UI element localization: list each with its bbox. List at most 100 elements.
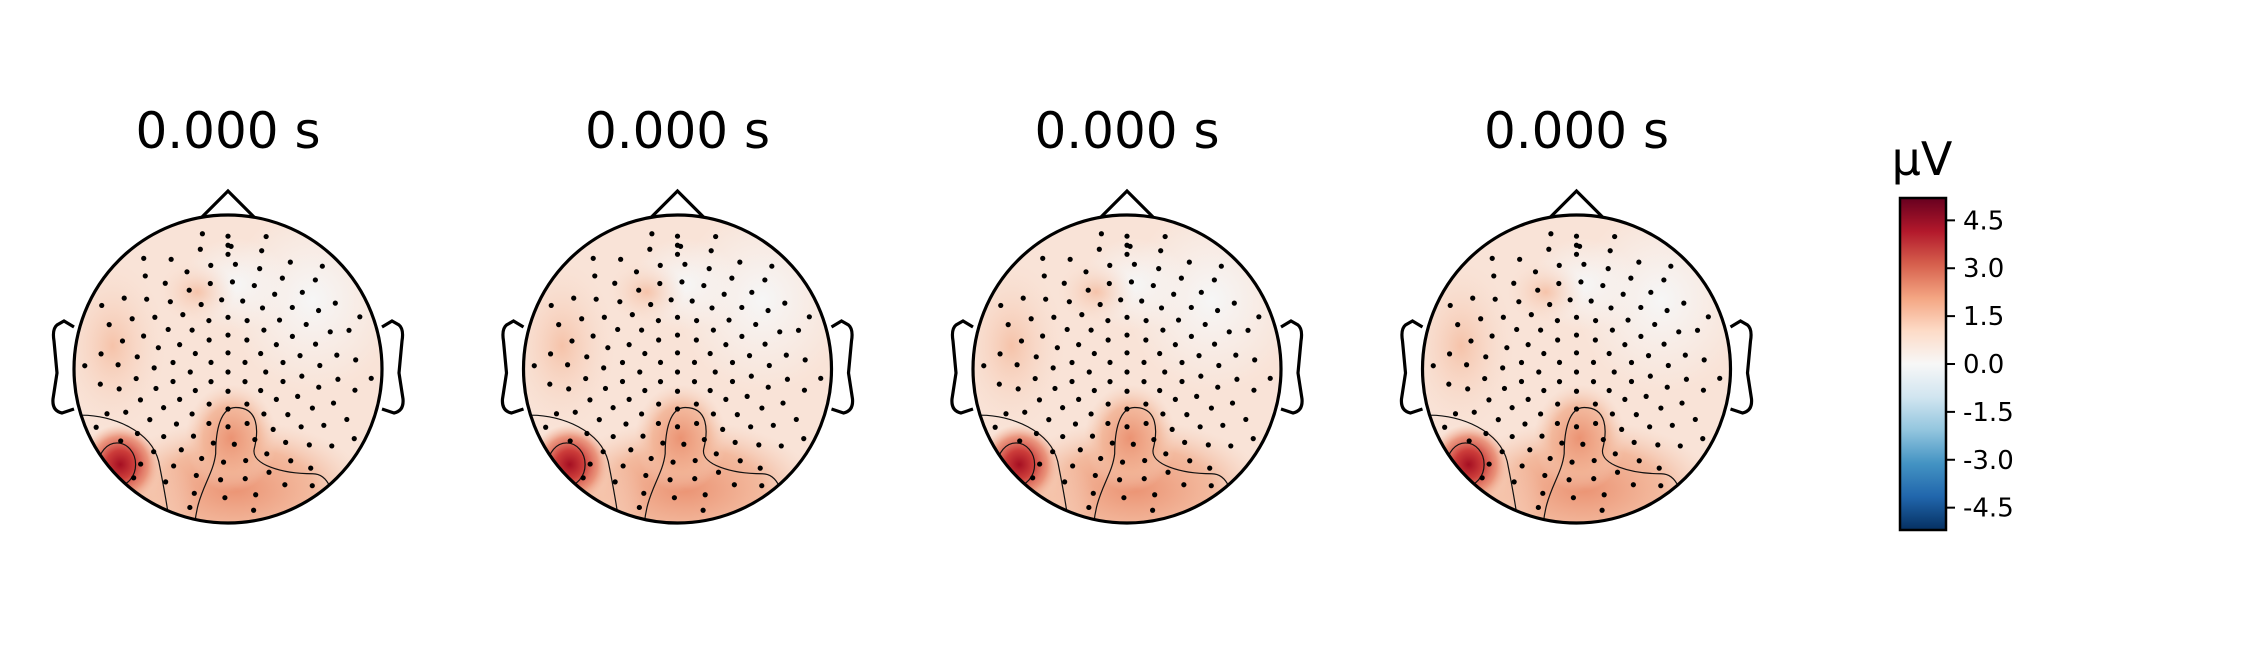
topomap-panel: 0.000 s [51,102,405,525]
sensor-dot [1573,242,1580,248]
sensor-dot [657,359,664,366]
sensor-dot [1050,365,1056,371]
sensor-dot [1124,350,1130,356]
right-ear [381,319,405,415]
sensor-dot [288,458,294,464]
sensor-dot [1656,465,1662,471]
sensor-dot [1638,333,1644,339]
sensor-dot [640,433,646,439]
sensor-dot [693,317,700,324]
sensor-dot [1430,363,1436,369]
sensor-dot [1669,422,1675,428]
sensor-dot [1554,317,1561,324]
colorbar: µV 4.5 3.0 1.5 0.0 -1.5 -3.0 -4.5 [1892,132,2014,532]
sensor-dot [1588,298,1594,304]
sensor-dot [206,420,212,427]
sensor-dot [732,439,738,445]
sensor-dot [1486,461,1492,467]
sensor-dot [981,363,987,369]
sensor-dot [739,304,745,311]
sensor-dot [1143,401,1149,407]
sensor-dot [564,362,571,368]
sensor-dot [208,262,214,268]
sensor-dot [1548,231,1554,237]
sensor-dot [327,329,333,335]
sensor-dot [584,354,590,360]
sensor-dot [647,246,653,252]
sensor-dot [782,300,788,306]
sensor-dot [1470,295,1476,301]
sensor-dot [610,405,616,411]
sensor-dot [1525,396,1531,402]
sensor-dot [623,421,629,427]
sensor-dot [806,314,812,320]
sensor-dot [674,242,681,248]
sensor-dot [357,314,363,320]
sensor-dot [1018,338,1025,344]
sensor-dot [192,350,198,357]
sensor-dot [299,373,305,379]
sensor-dot [765,384,771,390]
sensor-dot [1519,463,1525,469]
sensor-dot [308,465,314,471]
sensor-dot [626,342,632,348]
sensor-dot [140,333,147,339]
sensor-dot [1631,439,1637,445]
sensor-dot [1625,317,1631,323]
sensor-dot [184,269,190,275]
sensor-dot [726,317,732,323]
colorbar-tick-label: 0.0 [1963,350,2004,380]
sensor-dot [170,378,176,385]
sensor-dot [1050,449,1056,455]
sensor-dot [104,411,110,417]
colorbar-tick-label: -3.0 [1963,446,2014,476]
head-outline [500,188,855,525]
sensor-dot [1547,301,1553,308]
sensor-dot [1156,266,1162,272]
sensor-dot [1573,350,1580,356]
sensor-dot [713,233,719,240]
sensor-dot [1162,233,1168,240]
left-ear [51,319,75,415]
sensor-dot [309,483,315,489]
sensor-dot [648,301,654,308]
sensor-dot [1143,420,1149,427]
sensor-dot [1636,259,1642,265]
sensor-dot [1556,262,1562,268]
sensor-dot [636,287,642,293]
sensor-dot [1622,396,1628,402]
sensor-dot [1107,379,1113,385]
sensor-dot [344,416,350,423]
topomap-panel: 0.000 s [1399,102,1754,525]
sensor-dot [1163,451,1169,457]
sensor-dot [309,405,316,411]
sensor-dot [1252,357,1258,363]
sensor-dot [1661,341,1667,347]
sensor-dot [601,314,607,320]
sensor-dot [657,262,663,268]
sensor-dot [1097,301,1103,308]
colorbar-tick-label: 3.0 [1963,254,2004,284]
sensor-dot [1492,296,1498,302]
sensor-dot [1076,342,1082,348]
sensor-dot [1124,388,1130,394]
sensor-dot [1664,307,1670,314]
sensor-dot [992,424,998,430]
sensor-dot [1482,375,1488,382]
sensor-dot [1628,275,1634,281]
sensor-dot [1229,400,1236,406]
sensor-dot [1165,469,1171,475]
sensor-dot [1608,305,1614,311]
sensor-dot [1251,387,1257,393]
sensor-dot [1591,457,1597,464]
sensor-dot [1638,304,1644,311]
sensor-dot [1630,482,1636,488]
sensor-dot [691,359,698,366]
sensor-dot [1692,416,1698,423]
sensor-dot [229,279,236,285]
sensor-dot [746,353,753,359]
sensor-dot [571,295,577,301]
sensor-dot [82,363,88,369]
sensor-dot [168,256,174,262]
sensor-dot [1509,433,1515,440]
